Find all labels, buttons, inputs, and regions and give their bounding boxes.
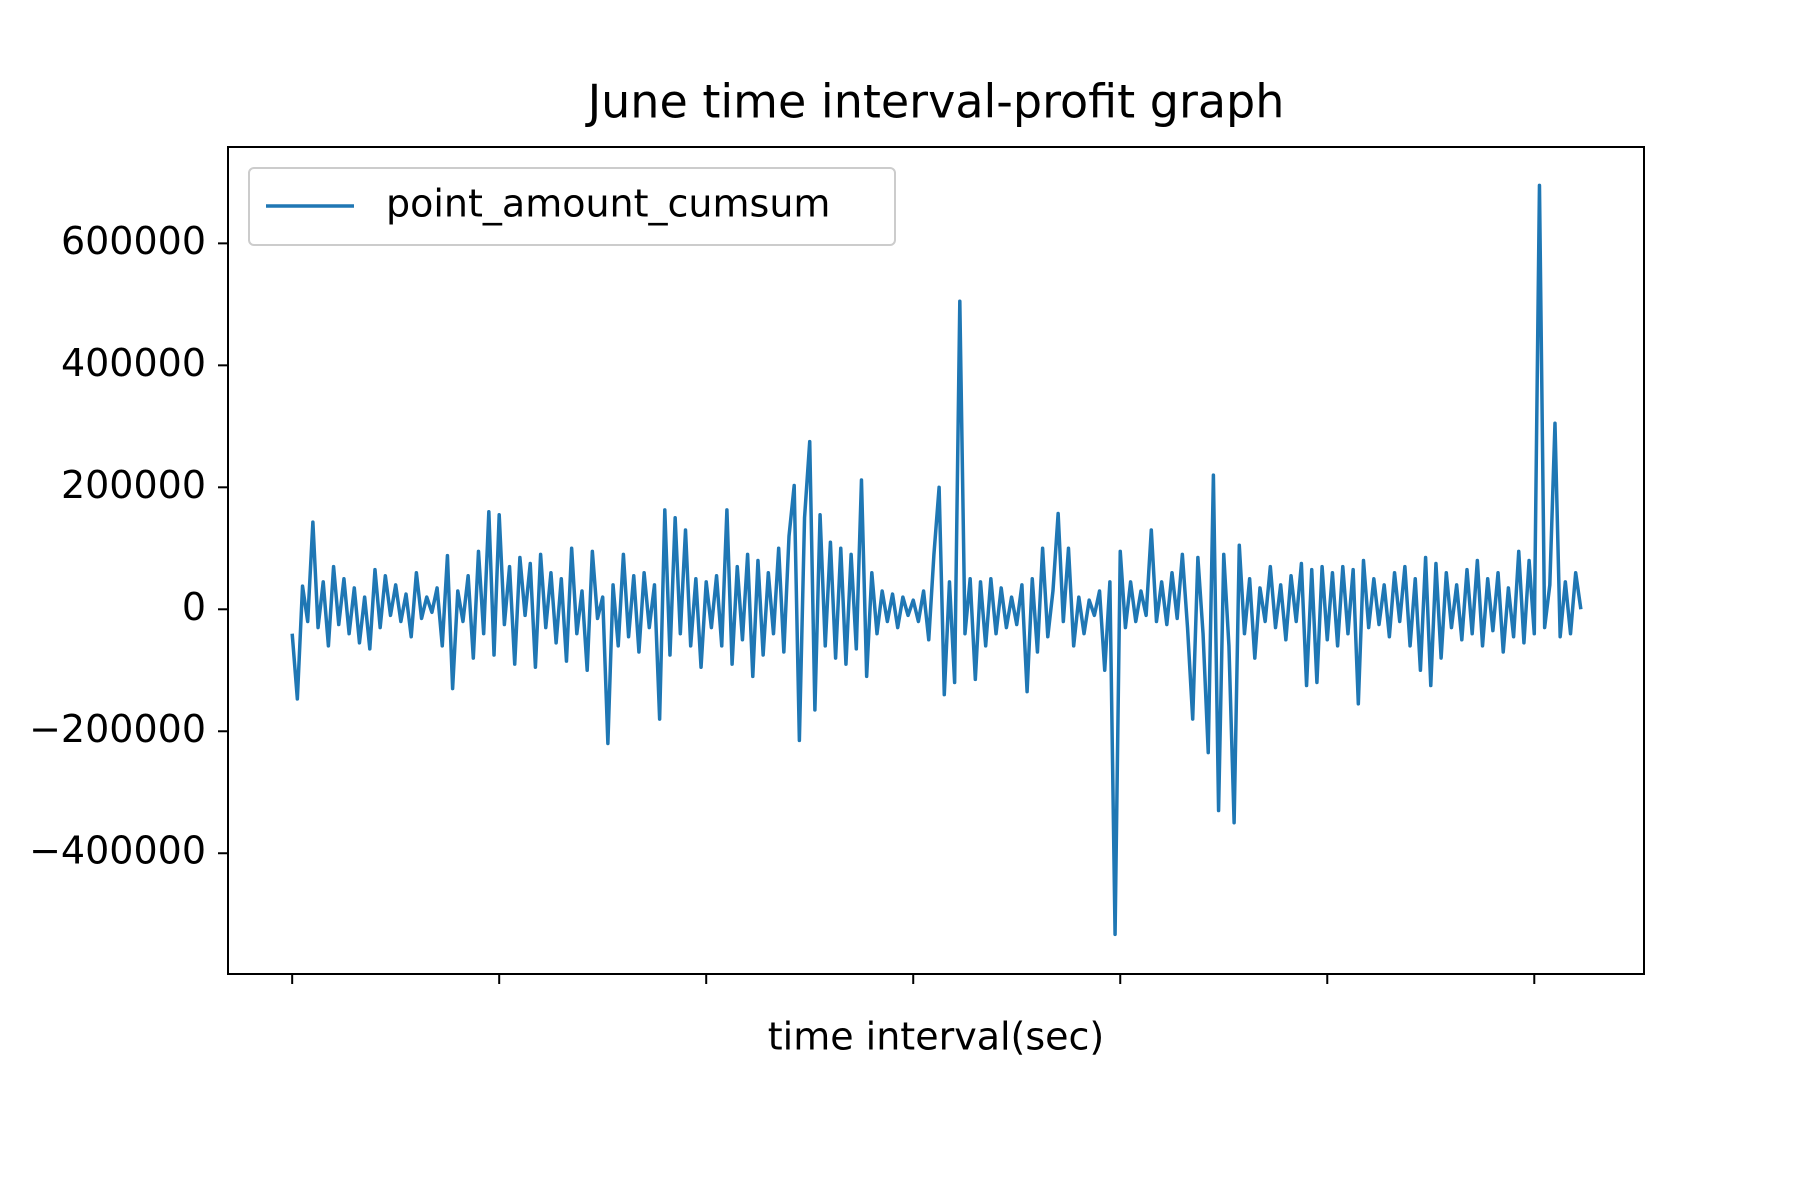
x-axis-label: time interval(sec) [768, 1015, 1105, 1059]
y-tick-label: −400000 [29, 829, 206, 873]
plot-frame [227, 146, 1645, 975]
y-tick-label: 200000 [61, 463, 206, 507]
y-tick-label: 400000 [61, 341, 206, 385]
chart-title: June time interval-profit graph [585, 75, 1285, 129]
y-tick-label: 0 [182, 585, 206, 629]
legend-box [248, 167, 896, 246]
series-line [290, 183, 1583, 937]
y-tick-label: 600000 [61, 219, 206, 263]
legend-label: point_amount_cumsum [386, 182, 830, 226]
y-tick-label: −200000 [29, 707, 206, 751]
